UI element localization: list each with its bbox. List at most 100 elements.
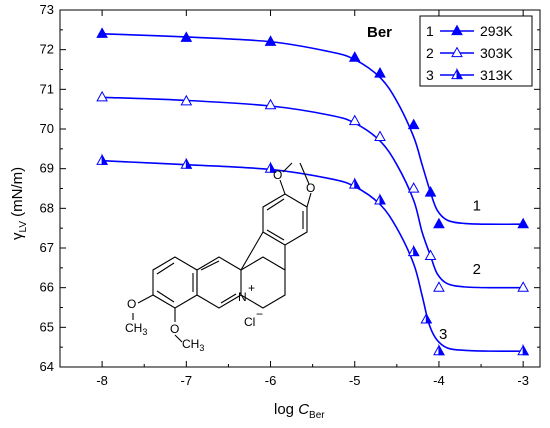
y-tick-label-4: 68 [40,200,54,215]
y-axis-title-sub: LV [18,221,29,233]
legend-index-2: 3 [426,67,434,83]
bond-c-d-top [240,231,264,271]
y-axis-title-unit: (mN/m) [9,167,26,221]
series-1-point-7 [433,281,445,292]
dioxole-bond-1 [279,179,286,195]
x-tick-label-5: -3 [517,373,529,388]
methyl-1: CH3 [125,321,147,337]
ring-d-double-3 [266,229,285,241]
series-1-point-2-shape [264,98,277,110]
series-1-point-1 [180,94,193,106]
dioxole-bond-3 [282,162,293,173]
dioxole-o-left: O [273,168,282,182]
legend-marker-1 [451,46,463,58]
legend: 1 293K 2 303K 3 313K [419,15,533,87]
series-2-point-7-half [438,343,445,356]
nitrogen-atom: N [238,290,247,304]
series-0-point-2-shape [264,35,277,46]
series-0-point-1-shape [180,31,193,42]
compound-label: Ber [367,24,392,41]
series-1-point-5 [407,182,420,193]
ring-b-double-1 [200,260,220,271]
series-2-point-6-half [425,312,433,324]
chloride-ion: Cl [244,315,255,329]
series-1-point-8 [517,281,530,292]
series-2-point-6 [420,312,433,324]
series-0-point-0 [96,27,108,38]
series-markers [96,27,530,356]
y-axis-title-main: γ [9,232,26,240]
legend-marker-2 [451,67,463,80]
series-2-point-0-half [101,153,108,165]
ring-a [152,256,198,309]
methoxy-bond-4 [174,334,183,343]
ring-a-double-2 [156,290,175,303]
ring-b [196,256,242,309]
series-0-point-5 [407,118,420,130]
legend-label-0: 293K [480,23,513,39]
y-tick-label-0: 64 [40,359,54,374]
series-0-point-0-shape [96,27,108,38]
series-1-point-8-shape [517,281,530,292]
methoxy-o-1: O [127,297,136,311]
x-tick-label-4: -4 [433,373,445,388]
x-axis-title-main: log [274,401,298,418]
methyl-1-sub: 3 [142,327,147,337]
ring-a-double-1 [156,262,175,275]
series-0-point-4 [374,67,386,78]
methyl-2-main: CH [182,337,199,351]
dioxole-bond-4 [299,162,310,185]
legend-index-0: 1 [426,23,434,39]
ring-c [240,256,286,309]
series-1-point-5-shape [407,182,420,193]
series-0-point-2 [264,35,277,46]
y-tick-label-1: 65 [40,319,54,334]
series-1-point-3-shape [348,114,361,126]
series-2-point-5 [407,244,420,257]
series-0-point-6 [424,186,437,197]
series-0-point-7 [433,217,445,229]
dioxole-bond-2 [306,192,312,208]
series-2-point-1 [180,157,193,169]
methyl-2: CH3 [182,337,204,353]
series-1-point-0-shape [96,90,108,102]
curve-labels: 1 2 3 [439,197,481,343]
series-0-curve-label: 1 [473,197,481,214]
x-axis-title: log CBer [274,401,325,421]
series-2-point-3-half [354,177,361,189]
ring-d [262,193,308,246]
methoxy-o-2: O [170,322,179,336]
series-1-point-3 [348,114,361,126]
series-0-point-6-shape [424,186,437,197]
series-0-point-5-shape [407,118,420,130]
ring-b-double-2 [220,293,237,304]
dioxole-o-right: O [306,181,315,195]
series-2-point-7 [433,343,445,356]
ring-d-double-1 [266,198,285,211]
series-1-curve-label: 2 [473,261,481,278]
y-axis-title: γLV (mN/m) [9,167,29,240]
y-tick-label-8: 72 [40,42,54,57]
series-2-curve-label: 3 [439,326,447,343]
series-1-point-6-shape [424,249,437,261]
series-2-point-4-half [379,193,386,205]
x-tick-label-3: -5 [349,373,361,388]
series-0-point-7-shape [433,217,445,229]
series-2-point-4 [374,193,386,205]
x-axis-title-sub: Ber [309,410,325,421]
series-2-point-1-half [185,157,193,169]
x-axis-title-italic: C [298,401,309,418]
series-1-point-2 [264,98,277,110]
x-tick-label-2: -6 [265,373,277,388]
methyl-1-main: CH [125,321,142,335]
series-1-point-6 [424,249,437,261]
series-1-point-0 [96,90,108,102]
y-tick-label-6: 70 [40,121,54,136]
series-2-point-0 [96,153,108,165]
series-2-point-8-half [522,343,530,356]
series-2-point-2-half [270,161,277,173]
methyl-2-sub: 3 [199,343,204,353]
series-0-point-8 [517,217,530,229]
series-2-point-3 [348,177,361,189]
